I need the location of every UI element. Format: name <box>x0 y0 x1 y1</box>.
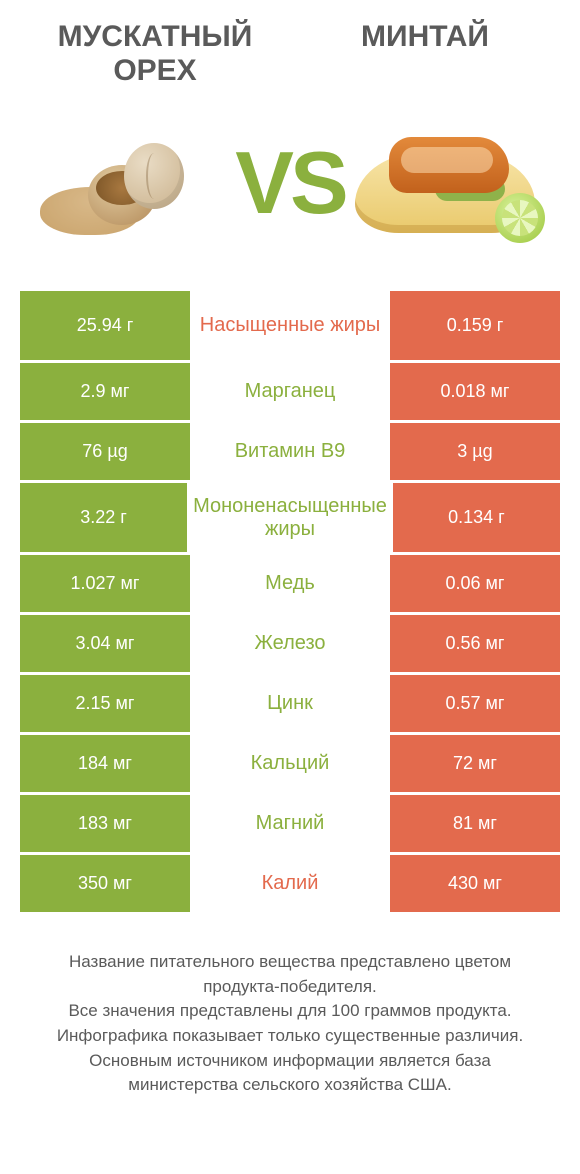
value-right: 72 мг <box>390 735 560 792</box>
nutmeg-illustration <box>35 113 225 253</box>
infographic-container: МУСКАТНЫЙ ОРЕХ МИНТАЙ VS 25.94 гНасыщенн… <box>0 0 580 1098</box>
value-left: 183 мг <box>20 795 190 852</box>
title-left: МУСКАТНЫЙ ОРЕХ <box>20 20 290 88</box>
nutrient-label: Магний <box>190 795 390 852</box>
table-row: 350 мгКалий430 мг <box>20 852 560 912</box>
value-left: 350 мг <box>20 855 190 912</box>
table-row: 2.15 мгЦинк0.57 мг <box>20 672 560 732</box>
nutrient-label: Калий <box>190 855 390 912</box>
value-right: 0.06 мг <box>390 555 560 612</box>
value-left: 1.027 мг <box>20 555 190 612</box>
comparison-table: 25.94 гНасыщенные жиры0.159 г2.9 мгМарга… <box>20 288 560 912</box>
value-right: 0.159 г <box>390 291 560 360</box>
nutrient-label: Железо <box>190 615 390 672</box>
value-left: 3.04 мг <box>20 615 190 672</box>
table-row: 3.22 гМононенасыщенные жиры0.134 г <box>20 480 560 552</box>
value-left: 2.9 мг <box>20 363 190 420</box>
fish-taco-illustration <box>355 113 545 253</box>
table-row: 183 мгМагний81 мг <box>20 792 560 852</box>
value-right: 0.57 мг <box>390 675 560 732</box>
value-right: 0.56 мг <box>390 615 560 672</box>
nutrient-label: Мононенасыщенные жиры <box>187 483 393 552</box>
nutrient-label: Цинк <box>190 675 390 732</box>
footnote-text: Название питательного вещества представл… <box>20 950 560 1098</box>
value-left: 184 мг <box>20 735 190 792</box>
hero-row: VS <box>20 108 560 258</box>
title-right: МИНТАЙ <box>290 20 560 54</box>
value-right: 81 мг <box>390 795 560 852</box>
vs-label: VS <box>235 139 344 227</box>
titles-row: МУСКАТНЫЙ ОРЕХ МИНТАЙ <box>20 20 560 88</box>
nutrient-label: Насыщенные жиры <box>190 291 390 360</box>
nutrient-label: Марганец <box>190 363 390 420</box>
value-right: 0.134 г <box>393 483 560 552</box>
value-right: 430 мг <box>390 855 560 912</box>
nutrient-label: Кальций <box>190 735 390 792</box>
table-row: 184 мгКальций72 мг <box>20 732 560 792</box>
value-left: 3.22 г <box>20 483 187 552</box>
value-right: 3 µg <box>390 423 560 480</box>
value-left: 76 µg <box>20 423 190 480</box>
table-row: 3.04 мгЖелезо0.56 мг <box>20 612 560 672</box>
table-row: 1.027 мгМедь0.06 мг <box>20 552 560 612</box>
nutrient-label: Медь <box>190 555 390 612</box>
value-left: 2.15 мг <box>20 675 190 732</box>
table-row: 76 µgВитамин B93 µg <box>20 420 560 480</box>
nutrient-label: Витамин B9 <box>190 423 390 480</box>
table-row: 2.9 мгМарганец0.018 мг <box>20 360 560 420</box>
table-row: 25.94 гНасыщенные жиры0.159 г <box>20 288 560 360</box>
value-left: 25.94 г <box>20 291 190 360</box>
value-right: 0.018 мг <box>390 363 560 420</box>
